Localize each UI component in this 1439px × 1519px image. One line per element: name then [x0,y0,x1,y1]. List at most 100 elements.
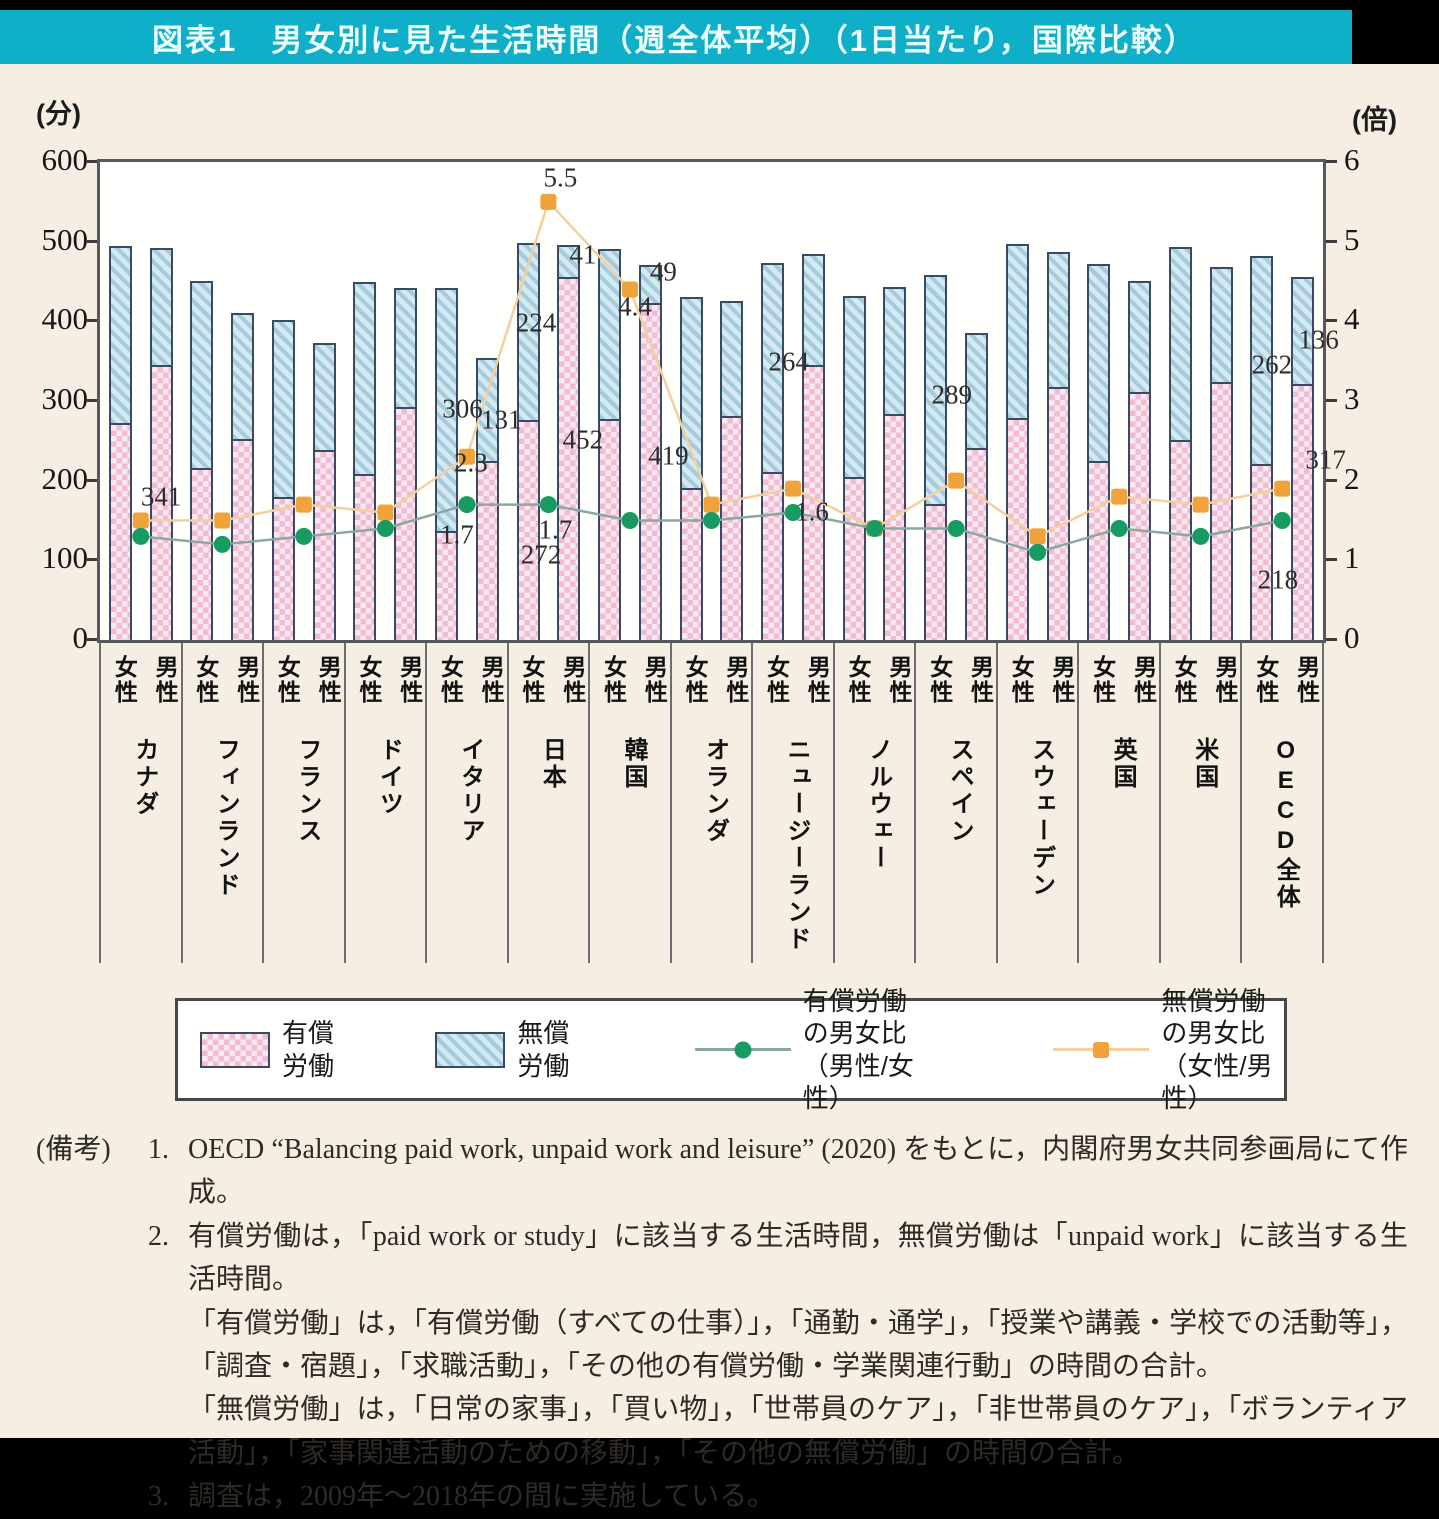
country-separator [99,643,101,963]
legend-unpaid-ratio-label: 無償労働の男女比 （女性/男性） [1161,985,1284,1115]
figure-number: 図表1 [152,22,238,58]
paid-ratio-marker [621,512,639,529]
left-axis-unit: (分) [36,99,81,129]
note-item: 1. OECD “Balancing paid work, unpaid work… [148,1128,1408,1215]
data-label: 2.3 [454,447,488,478]
note-item: 3. 調査は，2009年～2018年の間に実施している。 [148,1475,1408,1518]
axis-tick [1326,558,1337,562]
stacked-bar-female-10 [924,275,948,640]
stacked-bar-male-12 [1128,281,1152,640]
unpaid-ratio-marker [866,520,883,537]
paid-segment [763,474,783,640]
page: 図表1 男女別に見た生活時間（週全体平均）（1日当たり，国際比較） (分) (倍… [0,10,1439,1512]
right-axis-tick-label: 1 [1344,540,1360,576]
x-label-country: フィンランド [212,737,240,899]
left-axis-tick-label: 400 [41,301,89,337]
paid-ratio-dot-icon [734,1041,752,1058]
x-label-country: 米国 [1190,737,1218,791]
legend-unpaid-ratio-line1: 無償労働の男女比 [1161,985,1266,1049]
unpaid-segment [1211,269,1231,384]
axis-tick [87,160,98,163]
x-label-female: 女性 [1171,655,1198,705]
paid-ratio-marker [1029,543,1047,561]
x-label-male: 男性 [1049,655,1076,705]
figure-title: 男女別に見た生活時間（週全体平均）（1日当たり，国際比較） [271,22,1197,58]
axis-tick [1326,239,1337,243]
x-label-male: 男性 [1212,655,1239,705]
data-label: 5.5 [543,162,578,193]
right-axis-tick-label: 2 [1344,460,1360,496]
x-label-female: 女性 [274,655,301,705]
unpaid-segment [722,303,742,418]
data-label: 317 [1305,444,1346,475]
note-number: 2. [148,1220,169,1252]
stacked-bar-male-0 [149,248,173,640]
axis-tick [87,478,98,482]
x-label-female: 女性 [1089,655,1116,705]
paid-segment [518,422,538,640]
unpaid-segment [1170,249,1190,442]
legend-paid-ratio-line1: 有償労働の男女比 [802,985,907,1049]
unpaid-segment [1048,254,1068,389]
paid-segment [396,409,416,640]
paid-ratio-marker [866,519,884,537]
notes-list: 1. OECD “Balancing paid work, unpaid work… [148,1128,1408,1519]
data-label: 41 [569,239,597,270]
note-text: 有償労働は，「paid work or study」に該当する生活時間，無償労働… [188,1220,1408,1469]
legend-paid-swatch [200,1031,270,1068]
note-number: 3. [148,1481,169,1513]
stacked-bar-male-1 [231,313,255,640]
axis-tick [87,558,98,562]
axis-tick [1326,319,1337,323]
country-separator [995,643,998,963]
x-label-country: フランス [293,737,321,845]
data-label: 289 [931,379,972,410]
right-axis-tick-label: 0 [1344,620,1360,655]
paid-segment [681,490,701,640]
axis-tick [87,638,98,641]
axis-tick [87,319,98,323]
unpaid-ratio-marker [295,496,312,513]
paid-ratio-marker [1273,512,1291,529]
data-label: 1.7 [440,519,474,550]
chart-plot-area: 341 306 131 2.3 1.7 224 272 41 452 5.5 1.7 4.4 49 419… [97,159,1346,643]
paid-segment [110,425,130,640]
notes-label: (備考) [36,1134,111,1165]
right-axis-tick-label: 6 [1344,142,1360,177]
country-separator [343,643,346,963]
stacked-bar-male-13 [1209,267,1233,640]
x-label-male: 男性 [559,655,586,705]
unpaid-ratio-marker [1274,480,1291,497]
data-label: 131 [481,404,522,435]
paid-ratio-marker [539,496,557,514]
x-label-female: 女性 [1008,655,1035,705]
stacked-bar-female-13 [1168,247,1192,640]
country-separator [914,643,917,963]
country-separator [1322,643,1324,963]
stacked-bar-male-11 [1046,252,1070,640]
paid-segment [477,463,497,640]
paid-ratio-marker [1192,527,1210,545]
data-label: 272 [520,539,562,570]
country-separator [425,643,428,963]
x-label-female: 女性 [192,655,219,705]
paid-segment [640,305,660,640]
paid-segment [192,470,212,640]
paid-segment [314,452,334,640]
x-label-female: 女性 [926,655,953,705]
note-text: 調査は，2009年～2018年の間に実施している。 [188,1481,776,1513]
unpaid-segment [396,290,416,409]
unpaid-ratio-marker [377,504,394,521]
unpaid-ratio-marker [1192,496,1209,513]
stacked-bar-male-7 [720,301,744,640]
unpaid-segment [233,315,253,441]
paid-segment [437,533,456,640]
stacked-bar-male-2 [312,343,336,640]
stacked-bar-female-1 [190,281,214,640]
unpaid-segment [192,283,212,470]
x-label-male: 男性 [478,655,505,705]
stacked-bar-female-2 [271,320,295,640]
paid-segment [1048,389,1068,640]
axis-tick [1326,638,1337,641]
stacked-bar-female-5 [516,243,540,640]
